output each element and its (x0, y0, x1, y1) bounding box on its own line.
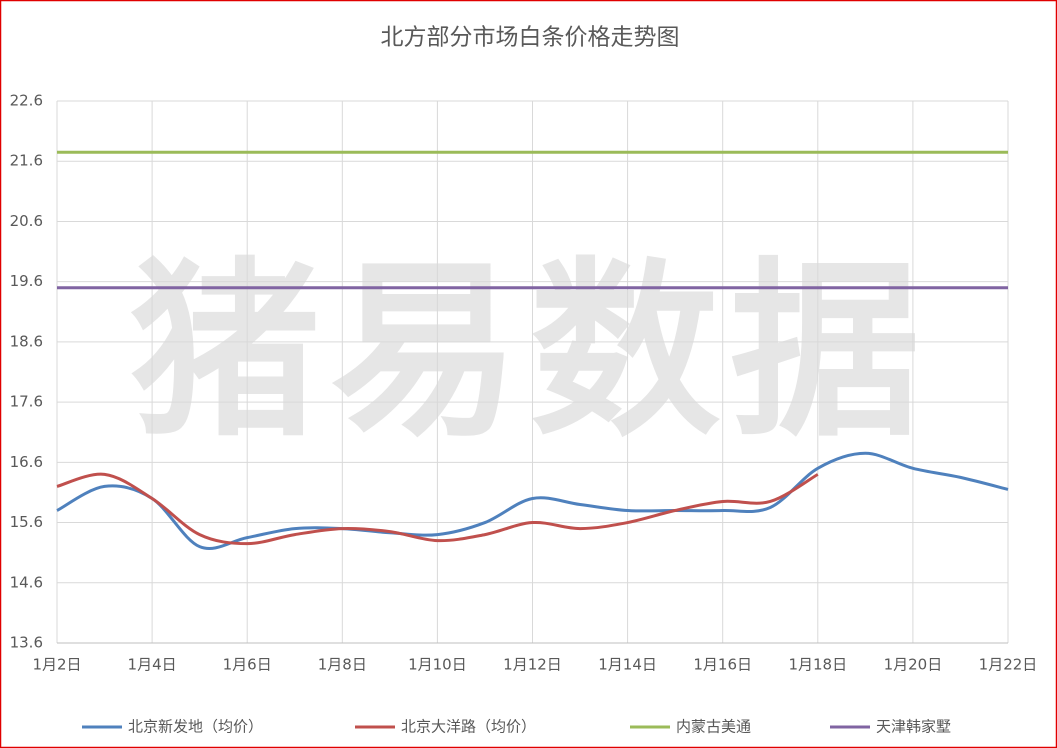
y-tick-label: 14.6 (10, 573, 43, 591)
x-tick-label: 1月18日 (788, 656, 847, 674)
x-tick-label: 1月10日 (408, 656, 467, 674)
x-tick-label: 1月20日 (884, 656, 943, 674)
x-tick-label: 1月6日 (223, 656, 272, 674)
x-tick-label: 1月8日 (318, 656, 367, 674)
x-tick-label: 1月4日 (128, 656, 177, 674)
line-series (56, 472, 819, 546)
chart-title: 北方部分市场白条价格走势图 (381, 25, 680, 51)
y-tick-label: 17.6 (10, 393, 43, 411)
x-tick-label: 1月12日 (503, 656, 562, 674)
x-tick-label: 1月16日 (693, 656, 752, 674)
watermark: 猪易数据 (130, 241, 930, 462)
x-tick-label: 1月22日 (979, 656, 1038, 674)
y-tick-label: 15.6 (10, 513, 43, 531)
y-tick-label: 18.6 (10, 332, 43, 350)
y-tick-label: 13.6 (10, 634, 43, 652)
y-tick-label: 16.6 (10, 453, 43, 471)
y-tick-label: 22.6 (10, 92, 43, 110)
legend-label: 北京大洋路（均价） (401, 718, 536, 736)
y-tick-label: 20.6 (10, 212, 43, 230)
x-tick-label: 1月14日 (598, 656, 657, 674)
y-tick-label: 19.6 (10, 272, 43, 290)
x-tick-label: 1月2日 (32, 656, 81, 674)
line-series (56, 451, 1009, 550)
y-tick-label: 21.6 (10, 152, 43, 170)
legend-label: 北京新发地（均价） (128, 718, 263, 736)
legend-label: 内蒙古美通 (676, 718, 751, 736)
legend-label: 天津韩家墅 (876, 718, 951, 736)
